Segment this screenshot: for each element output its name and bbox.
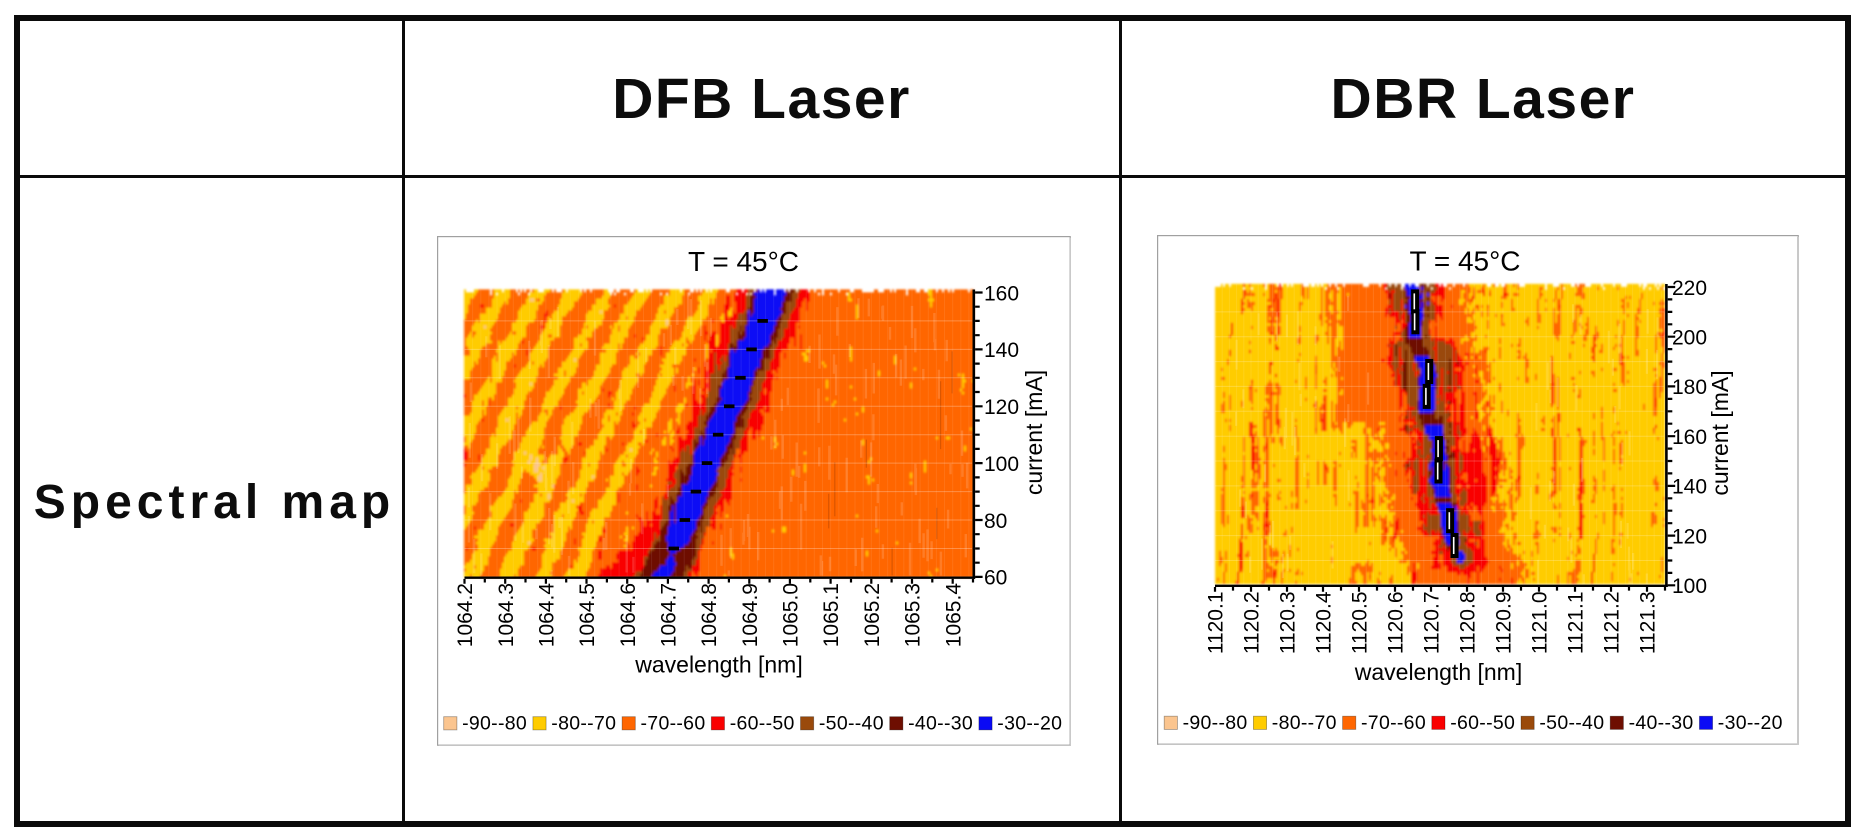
svg-text:1065.3: 1065.3: [902, 583, 925, 647]
svg-text:120: 120: [1672, 525, 1707, 548]
svg-text:-60--50: -60--50: [730, 712, 795, 734]
svg-text:-40--30: -40--30: [908, 712, 973, 734]
svg-text:60: 60: [984, 566, 1007, 589]
svg-text:1064.7: 1064.7: [658, 583, 681, 647]
svg-text:current [mA]: current [mA]: [1707, 370, 1733, 495]
svg-text:1064.4: 1064.4: [536, 582, 559, 647]
svg-text:1121.1: 1121.1: [1565, 592, 1588, 655]
svg-text:220: 220: [1672, 277, 1707, 300]
svg-text:1121.2: 1121.2: [1601, 592, 1624, 655]
svg-text:-50--40: -50--40: [1539, 712, 1604, 734]
svg-text:1120.4: 1120.4: [1313, 591, 1336, 654]
svg-text:1120.1: 1120.1: [1205, 592, 1228, 655]
svg-text:1064.3: 1064.3: [495, 583, 518, 647]
svg-text:-70--60: -70--60: [1361, 712, 1426, 734]
svg-text:1120.9: 1120.9: [1493, 592, 1516, 655]
svg-text:1064.2: 1064.2: [454, 583, 477, 647]
svg-text:140: 140: [984, 339, 1019, 362]
svg-text:-30--20: -30--20: [997, 712, 1062, 734]
svg-text:120: 120: [984, 396, 1019, 419]
svg-text:200: 200: [1672, 327, 1707, 350]
svg-text:1065.1: 1065.1: [820, 583, 843, 647]
svg-text:180: 180: [1672, 376, 1707, 399]
svg-text:current [mA]: current [mA]: [1021, 369, 1047, 494]
svg-text:1065.0: 1065.0: [780, 583, 803, 647]
svg-text:1120.7: 1120.7: [1421, 592, 1444, 655]
svg-text:80: 80: [984, 509, 1007, 532]
svg-text:1120.5: 1120.5: [1349, 592, 1372, 655]
svg-text:1121.0: 1121.0: [1529, 592, 1552, 655]
svg-text:-50--40: -50--40: [819, 712, 884, 734]
svg-text:1120.2: 1120.2: [1241, 592, 1264, 655]
svg-text:100: 100: [1672, 575, 1707, 598]
svg-text:-90--80: -90--80: [1183, 712, 1248, 734]
svg-text:100: 100: [984, 452, 1019, 475]
svg-text:160: 160: [1672, 426, 1707, 449]
svg-text:-80--70: -80--70: [1272, 712, 1337, 734]
svg-text:-80--70: -80--70: [551, 712, 616, 734]
svg-text:T = 45°C: T = 45°C: [688, 246, 799, 277]
svg-text:1064.6: 1064.6: [617, 583, 640, 647]
svg-text:140: 140: [1672, 476, 1707, 499]
svg-text:wavelength [nm]: wavelength [nm]: [1354, 659, 1522, 685]
svg-text:-40--30: -40--30: [1629, 712, 1694, 734]
svg-text:1065.4: 1065.4: [942, 582, 965, 647]
svg-text:wavelength [nm]: wavelength [nm]: [634, 651, 802, 677]
svg-text:-70--60: -70--60: [641, 712, 706, 734]
svg-text:1120.8: 1120.8: [1457, 592, 1480, 655]
svg-text:1064.8: 1064.8: [698, 583, 721, 647]
svg-text:1120.6: 1120.6: [1385, 592, 1408, 655]
svg-text:-90--80: -90--80: [462, 712, 527, 734]
svg-text:T = 45°C: T = 45°C: [1409, 246, 1520, 277]
svg-text:1121.3: 1121.3: [1637, 592, 1660, 655]
svg-text:1064.5: 1064.5: [576, 583, 599, 647]
svg-text:1065.2: 1065.2: [861, 583, 884, 647]
svg-text:-30--20: -30--20: [1718, 712, 1783, 734]
svg-text:160: 160: [984, 282, 1019, 305]
svg-text:1120.3: 1120.3: [1277, 592, 1300, 655]
svg-text:1064.9: 1064.9: [739, 583, 762, 647]
svg-text:-60--50: -60--50: [1450, 712, 1515, 734]
